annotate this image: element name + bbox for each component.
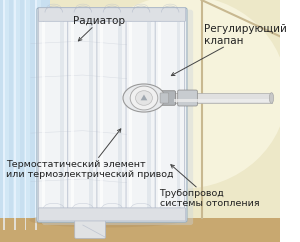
Bar [3,0,5,230]
Bar [35,0,37,230]
Ellipse shape [269,93,274,103]
FancyBboxPatch shape [126,10,155,220]
Bar [71,22,74,211]
Bar [0,218,280,242]
Bar [25,0,26,230]
Bar [14,0,16,230]
Bar [60,22,64,211]
Bar [24,0,30,230]
FancyBboxPatch shape [42,10,193,225]
Bar [177,22,180,211]
Text: Термостатический элемент
или термоэлектрический привод: Термостатический элемент или термоэлектр… [6,129,173,179]
FancyBboxPatch shape [160,93,169,103]
FancyBboxPatch shape [97,10,126,220]
FancyBboxPatch shape [178,90,197,106]
Bar [3,0,9,230]
Bar [148,22,151,211]
FancyBboxPatch shape [39,10,68,220]
Bar [42,22,45,211]
FancyBboxPatch shape [38,208,186,221]
Ellipse shape [77,0,287,189]
Bar [89,22,93,211]
Ellipse shape [129,91,154,100]
Circle shape [136,91,152,105]
Bar [100,22,103,211]
FancyBboxPatch shape [157,91,176,105]
FancyBboxPatch shape [38,8,186,21]
Bar [35,0,41,230]
Bar [50,0,280,242]
Text: Трубопровод
системы отопления: Трубопровод системы отопления [160,165,259,208]
FancyBboxPatch shape [75,214,106,238]
Bar [174,99,272,102]
Bar [0,0,50,242]
Polygon shape [141,95,147,100]
Text: Регулирующий
клапан: Регулирующий клапан [171,24,287,76]
Circle shape [130,86,158,110]
Bar [14,0,20,230]
Bar [118,22,122,211]
FancyBboxPatch shape [155,10,184,220]
Bar [174,93,272,103]
Bar [158,22,161,211]
Bar [129,22,132,211]
Ellipse shape [29,213,183,227]
FancyBboxPatch shape [68,10,97,220]
Text: Радиатор: Радиатор [74,16,125,41]
Ellipse shape [123,84,165,112]
FancyBboxPatch shape [37,8,187,222]
